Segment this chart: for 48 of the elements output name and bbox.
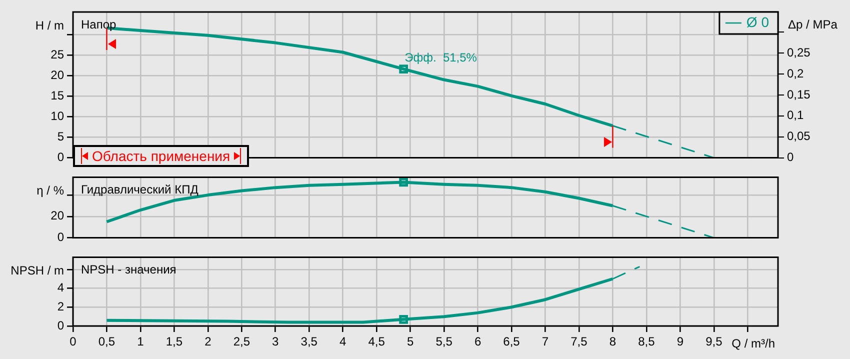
y-axis-title: H / m — [35, 18, 64, 32]
x-tick-label: 1 — [137, 334, 144, 349]
x-tick-label: 1,5 — [166, 334, 183, 349]
x-tick-label: 7,5 — [570, 334, 588, 349]
y-tick-label: 20 — [50, 208, 64, 223]
x-tick-label: 3 — [272, 334, 280, 349]
y-tick-label: 10 — [50, 109, 64, 124]
y2-tick-label: 0,15 — [787, 87, 811, 102]
annotation: Эфф. 51,5% — [404, 50, 478, 64]
x-tick-label: 2,5 — [233, 334, 250, 349]
y2-tick-label: 0,1 — [787, 108, 804, 122]
y-tick-label: 5 — [57, 130, 64, 144]
x-tick-label: 5 — [406, 334, 414, 349]
y-axis-title: η / % — [36, 184, 64, 198]
x-tick-label: 9,5 — [706, 334, 723, 349]
x-tick-label: 4 — [340, 334, 347, 349]
legend-label: Ø 0 — [746, 14, 770, 30]
y-axis-title: NPSH / m — [10, 264, 64, 278]
y-tick-label: 0 — [57, 230, 64, 244]
x-tick-label: 8 — [609, 334, 616, 349]
y-tick-label: 25 — [50, 47, 64, 62]
y2-tick-label: 0 — [787, 150, 794, 164]
y-tick-label: 20 — [50, 68, 64, 82]
y-tick-label: 2 — [57, 299, 64, 314]
x-tick-label: 0,5 — [98, 334, 116, 349]
y2-tick-label: 0,05 — [787, 129, 811, 144]
x-tick-label: 8,5 — [638, 334, 656, 349]
x-tick-label: 5,5 — [436, 334, 453, 349]
x-axis-title: Q / m³/h — [732, 336, 775, 350]
chart-title: Гидравлический КПД — [81, 182, 198, 197]
y-tick-label: 4 — [57, 280, 64, 295]
x-tick-label: 2 — [204, 334, 212, 349]
x-tick-label: 7 — [542, 334, 549, 349]
y-tick-label: 0 — [57, 318, 64, 332]
y-tick-label: 15 — [50, 88, 64, 103]
y-tick-label: 0 — [57, 150, 64, 164]
y2-tick-label: 0,2 — [787, 66, 804, 80]
x-tick-label: 4,5 — [368, 334, 386, 349]
annotation: Область применения — [92, 148, 230, 164]
text: NPSH - значения — [81, 262, 176, 277]
x-tick-label: 0 — [70, 334, 77, 349]
x-tick-label: 6,5 — [503, 334, 520, 349]
y2-tick-label: 0,25 — [787, 45, 811, 60]
x-tick-label: 6 — [474, 334, 482, 349]
x-tick-label: 9 — [676, 334, 684, 349]
text: Напор — [81, 17, 117, 32]
x-tick-label: 3,5 — [300, 334, 318, 349]
y2-axis-title: Δp / MPa — [788, 17, 838, 32]
